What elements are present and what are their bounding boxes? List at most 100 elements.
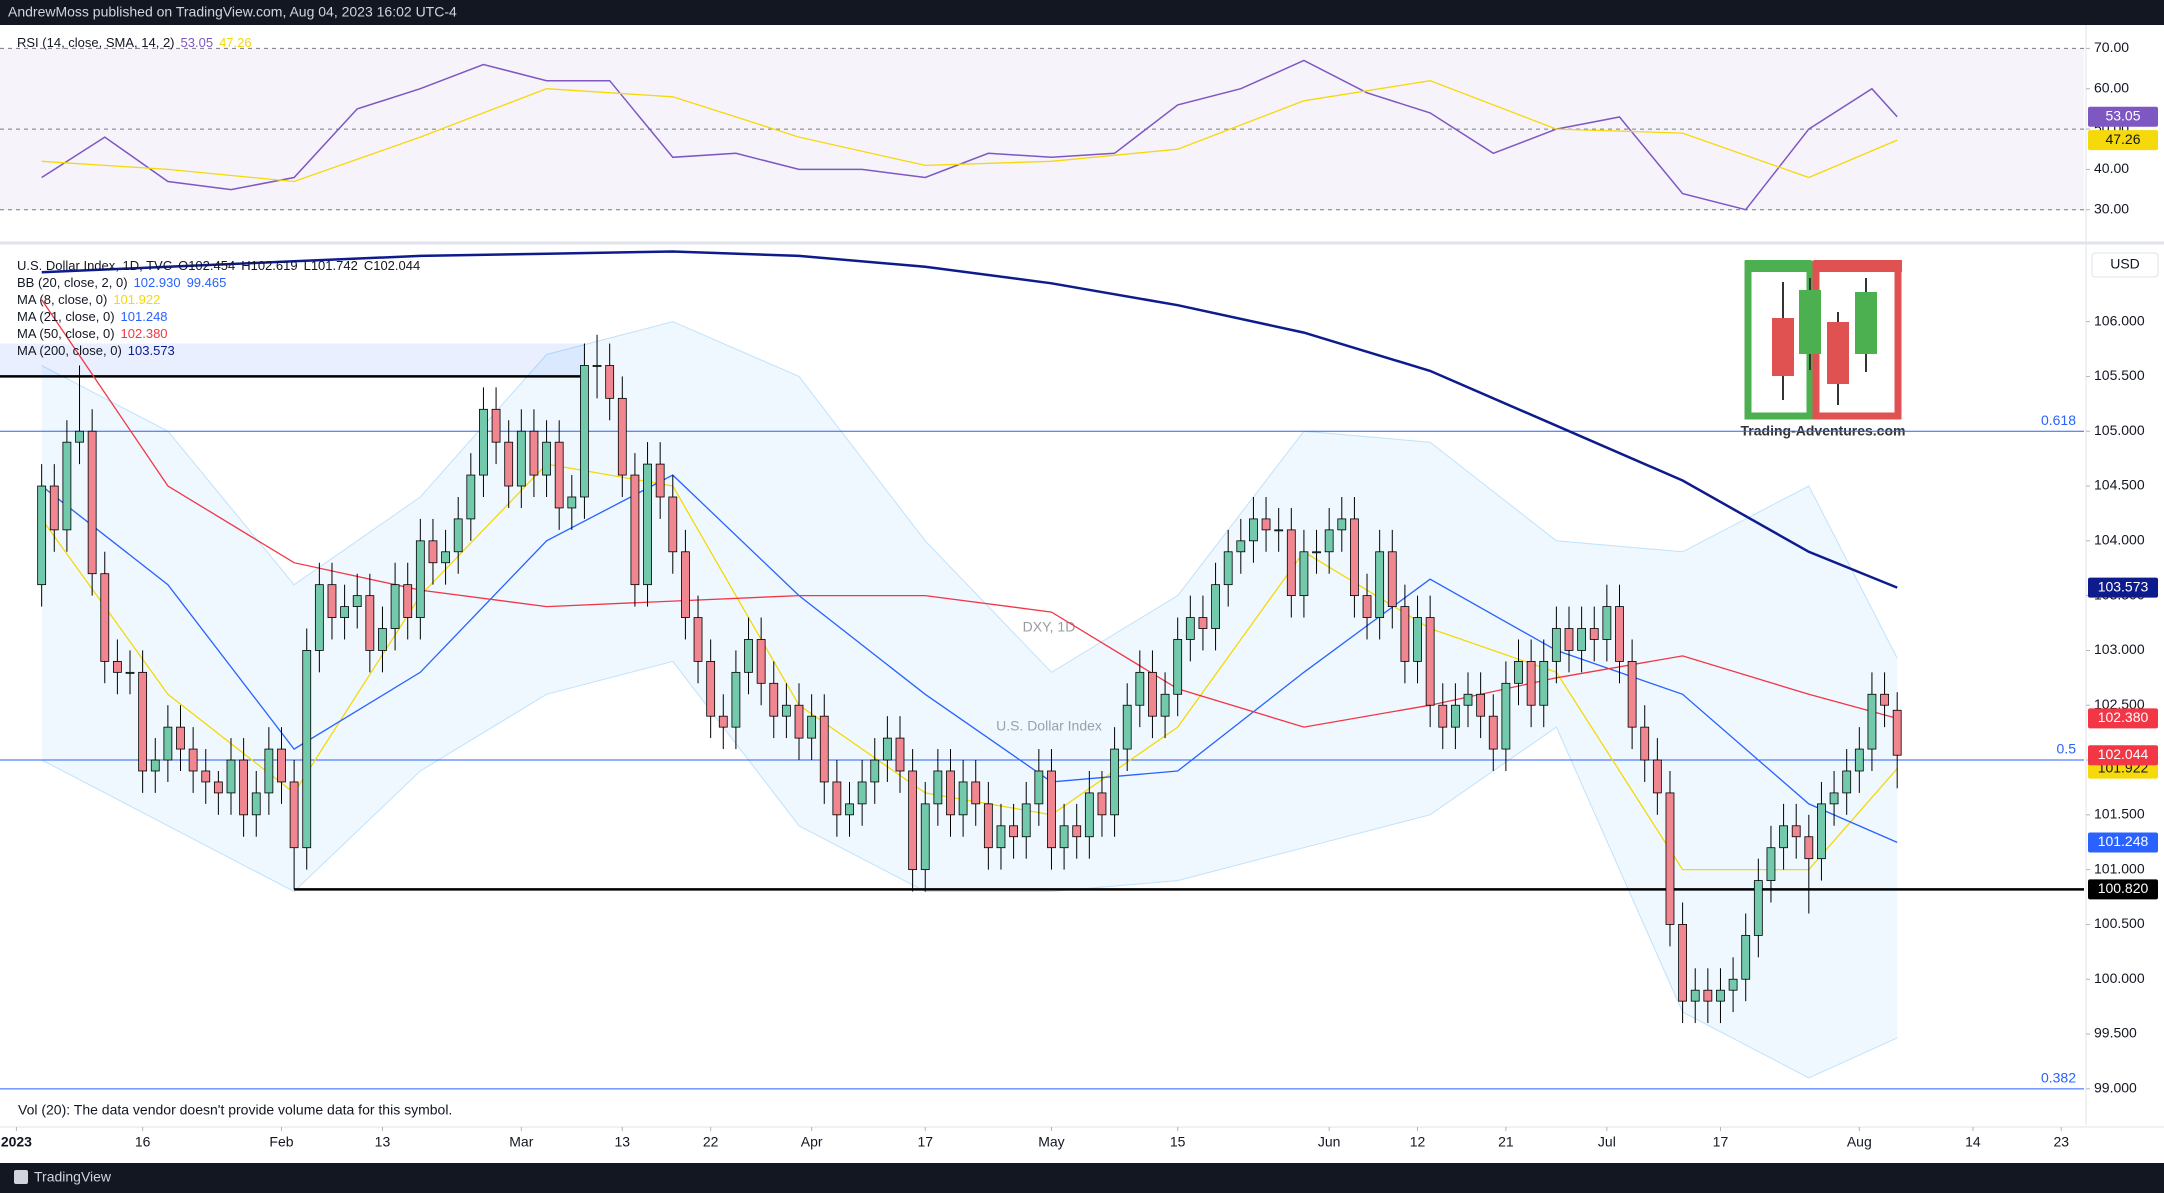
candle-body xyxy=(1286,529,1296,597)
rsi-legend-value: 53.05 xyxy=(180,35,214,50)
level-badge: 100.820 xyxy=(2098,880,2149,896)
ma-line xyxy=(41,250,1898,589)
candle-body xyxy=(895,737,905,772)
fib-label: 0.618 xyxy=(2041,412,2076,428)
candle-body xyxy=(958,781,968,816)
close-badge: 102.044 xyxy=(2098,746,2149,762)
candle-body xyxy=(1034,770,1044,805)
candle-body xyxy=(1488,715,1498,750)
currency-box xyxy=(2091,252,2159,278)
candle-body xyxy=(756,639,766,684)
x-tick-label: 17 xyxy=(917,1134,933,1150)
candle-body xyxy=(1097,792,1107,816)
candle-body xyxy=(390,584,400,629)
candle-body xyxy=(819,715,829,783)
y-tick-label: 30.00 xyxy=(2094,200,2129,216)
candle-body xyxy=(580,365,589,498)
candle-body xyxy=(1741,934,1751,980)
rsi-line xyxy=(41,80,1898,183)
y-tick-label: 40.00 xyxy=(2094,160,2129,176)
indicator-value: 102.380 xyxy=(120,326,168,341)
ohlc-value: L101.742 xyxy=(303,258,358,273)
candle-body xyxy=(655,463,665,498)
indicator-value: 101.922 xyxy=(113,292,161,307)
bb-upper xyxy=(41,321,1898,673)
candle-body xyxy=(75,430,84,443)
candle-body xyxy=(1690,989,1700,1002)
candle-body xyxy=(1438,704,1448,728)
candle-body xyxy=(1779,825,1788,849)
candle-body xyxy=(314,584,324,651)
candle-body xyxy=(1236,540,1246,553)
bottom-bar xyxy=(0,1163,2164,1193)
indicator-value: 101.248 xyxy=(120,309,168,324)
candle-body xyxy=(1842,770,1852,794)
candle-body xyxy=(529,430,539,476)
candle-body xyxy=(718,715,728,728)
candle-body xyxy=(378,628,387,651)
candle-body xyxy=(794,704,804,739)
candle-body xyxy=(1766,847,1776,881)
candle-body xyxy=(201,770,211,783)
candle-body xyxy=(1665,792,1675,925)
x-tick-label: 23 xyxy=(2053,1134,2069,1150)
candle-body xyxy=(1804,836,1814,860)
indicator-name: MA (50, close, 0) xyxy=(17,326,115,341)
brand-icon xyxy=(14,1170,28,1184)
candle-body xyxy=(1892,709,1902,756)
candle-body xyxy=(1362,595,1372,618)
candle-body xyxy=(403,584,413,618)
logo-text: Trading-Adventures.com xyxy=(1741,423,1906,439)
y-tick-label: 104.000 xyxy=(2094,532,2145,548)
rsi-title: RSI (14, close, SMA, 14, 2) xyxy=(17,35,175,50)
candle-body xyxy=(516,430,526,487)
candle-body xyxy=(1640,726,1650,761)
candle-body xyxy=(100,573,110,662)
candle-body xyxy=(971,781,981,805)
candle-body xyxy=(150,759,160,772)
y-tick-label: 103.000 xyxy=(2094,641,2145,657)
ohlc-value: H102.619 xyxy=(241,258,298,273)
x-tick-label: 21 xyxy=(1498,1134,1514,1150)
legend-row: MA (200, close, 0) 103.573 xyxy=(17,342,426,359)
candle-body xyxy=(857,781,867,805)
y-tick-label: 105.000 xyxy=(2094,422,2145,438)
y-tick-label: 102.500 xyxy=(2094,696,2145,712)
indicator-name: BB (20, close, 2, 0) xyxy=(17,275,128,290)
publisher: AndrewMoss published on TradingView.com,… xyxy=(8,4,457,20)
candle-body xyxy=(1261,518,1271,531)
ohlc-value: C102.044 xyxy=(363,258,421,273)
candle-body xyxy=(226,759,236,794)
y-tick-label: 104.500 xyxy=(2094,477,2145,493)
candle-body xyxy=(605,365,615,399)
x-tick-label: 14 xyxy=(1965,1134,1981,1150)
candle-body xyxy=(1211,584,1220,629)
rsi-badge: 47.26 xyxy=(2105,131,2140,147)
candle-body xyxy=(466,474,476,520)
y-tick-label: 99.500 xyxy=(2094,1025,2137,1041)
ma-badge: 102.380 xyxy=(2098,709,2149,725)
indicator-name: MA (21, close, 0) xyxy=(17,309,115,324)
candle-body xyxy=(176,726,185,750)
candle-body xyxy=(630,474,640,586)
candle-body xyxy=(845,803,854,816)
indicator-value: 102.930 xyxy=(133,275,181,290)
candle-body xyxy=(731,671,741,728)
candle-body xyxy=(1678,924,1687,1002)
candle-body xyxy=(365,595,375,651)
rsi-badge-bg xyxy=(2088,130,2158,151)
candle-body xyxy=(882,737,892,761)
candle-body xyxy=(491,408,501,443)
candle-body xyxy=(693,617,703,662)
ma-badge-bg xyxy=(2088,708,2158,729)
candle-body xyxy=(352,595,362,607)
candle-body xyxy=(1084,792,1094,838)
ma-badge-bg xyxy=(2088,832,2158,853)
candle-body xyxy=(832,781,842,816)
x-tick-label: 2023 xyxy=(1,1134,32,1150)
currency: USD xyxy=(2110,256,2140,272)
candle-body xyxy=(1627,660,1637,728)
rsi-legend-value: 47.26 xyxy=(219,35,252,50)
symbol-title: U.S. Dollar Index, 1D, TVC xyxy=(17,258,173,273)
